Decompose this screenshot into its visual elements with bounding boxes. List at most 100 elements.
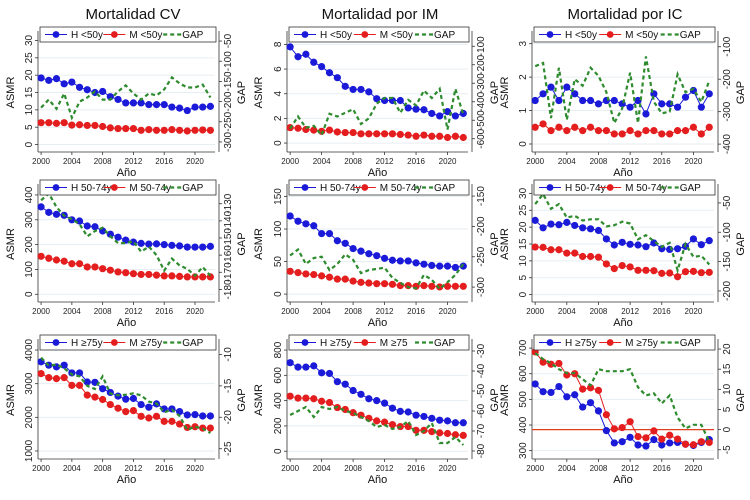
data-point-m — [705, 123, 713, 131]
legend-marker — [52, 339, 60, 346]
data-point-h — [610, 241, 618, 249]
data-point-m — [199, 126, 207, 134]
data-point-h — [341, 239, 349, 247]
data-point-m — [341, 275, 349, 283]
data-point-m — [137, 126, 145, 134]
x-tick-label: 2012 — [125, 307, 143, 316]
data-point-h — [191, 103, 199, 111]
legend-box — [288, 26, 470, 43]
data-point-m — [571, 249, 579, 257]
data-point-m — [129, 270, 138, 278]
y-tick-label: 300 — [518, 442, 529, 459]
data-point-m — [634, 130, 642, 138]
y-tick-label: 500 — [518, 391, 529, 408]
data-point-h — [91, 223, 99, 231]
legend-label: H <50y — [320, 30, 352, 41]
data-point-m — [52, 375, 61, 383]
data-point-h — [436, 262, 444, 270]
data-point-m — [99, 395, 107, 404]
y2-tick-label: -400 — [722, 134, 733, 154]
y2-axis-title: GAP — [236, 81, 248, 104]
data-point-m — [610, 130, 618, 138]
y2-tick-label: -250 — [223, 111, 234, 131]
data-point-m — [539, 243, 547, 251]
legend-box — [533, 334, 716, 351]
data-point-m — [373, 130, 381, 138]
x-tick-label: 2000 — [281, 307, 299, 316]
data-point-h — [294, 363, 302, 371]
data-point-m — [60, 257, 68, 265]
data-point-h — [380, 399, 389, 407]
data-point-h — [129, 99, 138, 107]
data-point-h — [586, 96, 595, 105]
y-tick-label: 25 — [518, 204, 529, 216]
data-point-m — [579, 385, 587, 393]
data-point-h — [689, 235, 698, 243]
x-tick-label: 2000 — [281, 157, 299, 166]
legend: H <50y M <50y GAP — [533, 26, 716, 43]
data-point-m — [697, 269, 705, 277]
data-point-m — [626, 263, 634, 271]
panel-3: 0 1 2 3 -400 -300 -200 -100 2000 2004 2008 2012 2016… — [499, 26, 747, 179]
data-point-h — [539, 388, 547, 396]
data-point-h — [294, 217, 302, 225]
data-point-h — [191, 243, 199, 251]
data-point-h — [83, 86, 91, 94]
legend-box — [533, 26, 716, 43]
data-point-h — [571, 391, 579, 399]
y2-tick-label: -50 — [722, 195, 733, 210]
y2-axis-title: GAP — [236, 232, 248, 255]
legend-label: M 50-74y — [129, 183, 171, 194]
x-tick-label: 2012 — [621, 464, 639, 473]
y-tick-label: 2 — [273, 115, 284, 121]
data-point-h — [68, 369, 76, 377]
x-tick-label: 2008 — [344, 157, 362, 166]
data-point-h — [388, 404, 397, 412]
data-point-h — [68, 78, 76, 86]
legend-label: GAP — [434, 338, 455, 349]
x-tick-label: 2000 — [32, 307, 50, 316]
x-tick-label: 2016 — [407, 307, 425, 316]
y2-axis-title: GAP — [735, 232, 747, 255]
data-point-m — [145, 270, 153, 279]
data-point-m — [373, 280, 381, 288]
data-point-m — [199, 273, 207, 281]
data-point-h — [357, 247, 365, 255]
data-point-h — [531, 380, 539, 388]
y-tick-label: 3000 — [24, 372, 35, 395]
y2-axis-title: GAP — [236, 388, 248, 411]
data-point-h — [75, 83, 84, 91]
legend-label: M ≥75y — [625, 338, 658, 349]
data-point-h — [412, 411, 420, 419]
y2-tick-label: -25 — [223, 441, 234, 456]
y-tick-label: 2 — [518, 74, 529, 80]
data-point-h — [547, 83, 555, 91]
data-point-m — [586, 384, 595, 392]
data-point-m — [658, 435, 666, 443]
data-point-m — [168, 417, 176, 425]
data-point-h — [555, 221, 563, 229]
legend-marker — [110, 339, 118, 346]
column-title-ic: Mortalidad por IC — [567, 6, 683, 23]
data-point-m — [37, 369, 45, 378]
data-point-h — [555, 382, 563, 391]
data-point-m — [642, 127, 650, 135]
data-point-h — [697, 103, 705, 111]
legend-label: H 50-74y — [565, 183, 606, 194]
data-point-h — [145, 101, 153, 109]
x-tick-label: 2008 — [344, 464, 362, 473]
data-point-h — [302, 363, 310, 371]
y2-tick-label: -40 — [476, 363, 487, 378]
data-point-h — [365, 88, 373, 96]
data-point-m — [586, 252, 595, 261]
data-point-m — [325, 398, 334, 407]
data-point-h — [642, 442, 650, 450]
data-point-h — [412, 259, 420, 267]
y2-tick-label: -300 — [722, 101, 733, 121]
data-point-h — [705, 237, 713, 245]
data-point-m — [145, 126, 153, 134]
legend-label: H ≥75y — [71, 338, 103, 349]
x-tick-label: 2000 — [281, 464, 299, 473]
data-point-m — [594, 386, 603, 394]
data-point-h — [183, 106, 191, 115]
